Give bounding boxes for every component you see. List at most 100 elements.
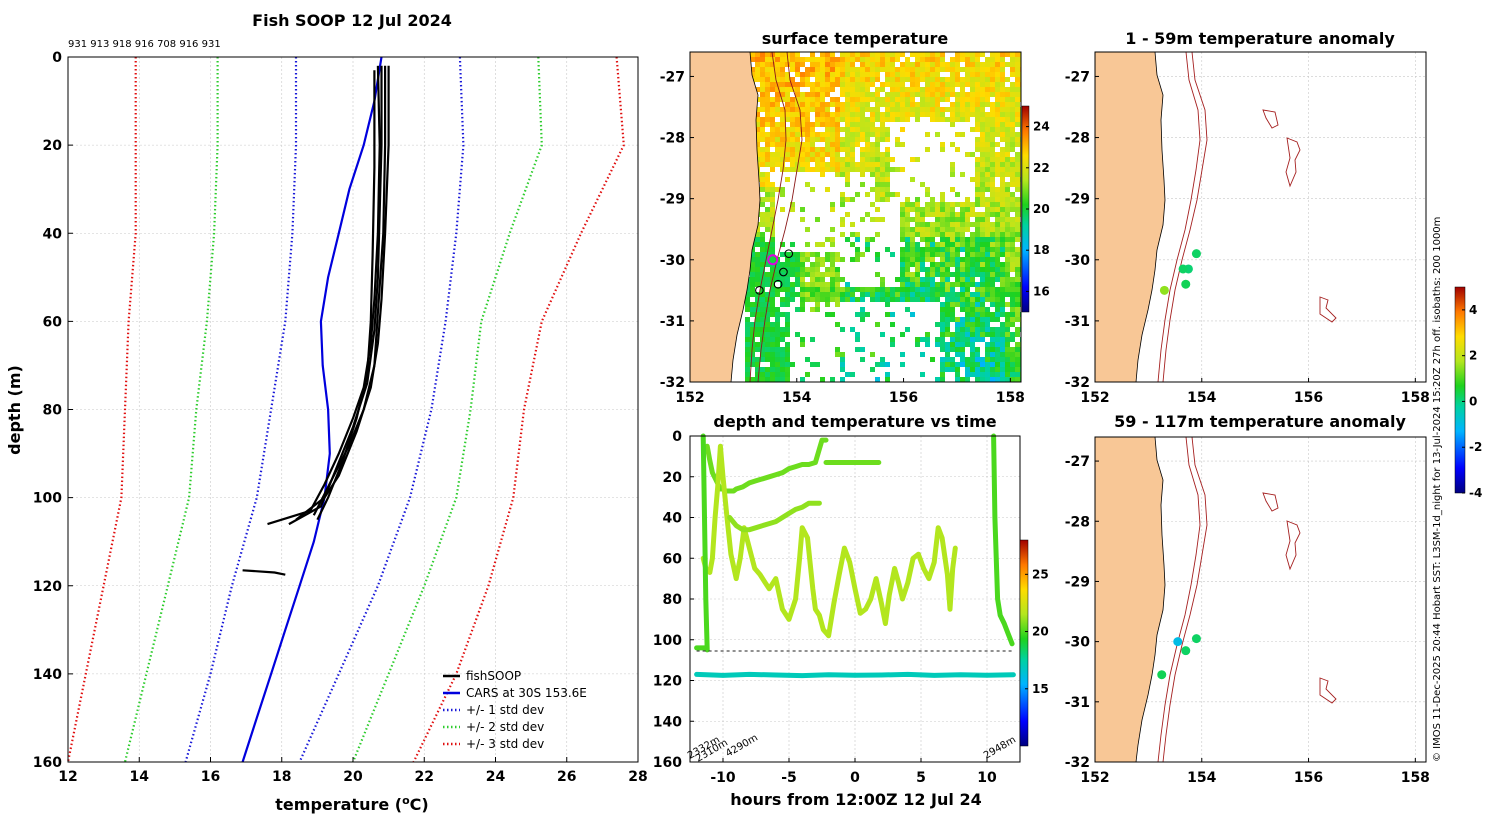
sst-cell [780, 117, 785, 122]
anomaly-point [1181, 279, 1191, 289]
sst-cell [910, 262, 915, 267]
sst-cell [840, 147, 845, 152]
sst-cell [1000, 112, 1005, 117]
sst-cell [950, 297, 955, 302]
sst-cell [835, 127, 840, 132]
sst-cell [815, 92, 820, 97]
sst-cell [955, 62, 960, 67]
sst-cell [855, 112, 860, 117]
sst-cell [900, 362, 905, 367]
sst-cell [815, 107, 820, 112]
sst-cell [760, 282, 765, 287]
sst-cell [995, 357, 1000, 362]
sst-cell [885, 102, 890, 107]
sst-cell [870, 72, 875, 77]
sst-cell [895, 107, 900, 112]
sst-cell [840, 352, 845, 357]
sst-cell [945, 217, 950, 222]
sst-cell [1010, 312, 1015, 317]
sst-cell [1005, 337, 1010, 342]
sst-cell [975, 252, 980, 257]
sst-cell [765, 212, 770, 217]
sst-cell [900, 262, 905, 267]
sst-cell [1015, 182, 1020, 187]
x-tick-label: -10 [710, 770, 736, 786]
sst-cell [840, 87, 845, 92]
sst-cell [980, 297, 985, 302]
sst-cell [955, 237, 960, 242]
sst-cell [775, 292, 780, 297]
map-y-label: -32 [660, 375, 685, 391]
sst-cell [985, 217, 990, 222]
sst-cell [755, 122, 760, 127]
sst-cell [865, 292, 870, 297]
sst-cell [990, 302, 995, 307]
sst-cell [925, 272, 930, 277]
sst-cell [785, 167, 790, 172]
sst-cell [820, 172, 825, 177]
sst-cell [790, 202, 795, 207]
sst-cell [830, 87, 835, 92]
sst-cell [965, 342, 970, 347]
sst-cell [805, 77, 810, 82]
sst-cell [915, 337, 920, 342]
sst-cell [820, 287, 825, 292]
sst-cell [840, 197, 845, 202]
sst-cell [905, 107, 910, 112]
sst-cell [905, 207, 910, 212]
sst-cell [915, 257, 920, 262]
sst-cell [805, 122, 810, 127]
sst-cell [1015, 87, 1020, 92]
sst-cell [915, 77, 920, 82]
sst-cell [775, 322, 780, 327]
sst-cell [950, 357, 955, 362]
sst-cell [980, 267, 985, 272]
sst-cell [940, 227, 945, 232]
sst-cell [795, 157, 800, 162]
sst-cell [755, 322, 760, 327]
sst-cell [990, 207, 995, 212]
sst-cell [1010, 72, 1015, 77]
sst-cell [760, 62, 765, 67]
sst-cell [955, 347, 960, 352]
sst-cell [1015, 82, 1020, 87]
sst-cell [765, 142, 770, 147]
sst-cell [875, 322, 880, 327]
sst-cell [970, 367, 975, 372]
sst-cell [880, 67, 885, 72]
sst-cell [830, 147, 835, 152]
sst-cell [975, 112, 980, 117]
sst-cell [950, 162, 955, 167]
sst-cell [805, 282, 810, 287]
sst-cell [770, 337, 775, 342]
sst-cell [875, 192, 880, 197]
sst-cell [765, 367, 770, 372]
sst-cell [830, 312, 835, 317]
sst-cell [795, 257, 800, 262]
sst-cell [795, 67, 800, 72]
time-annot-3: 4290m [724, 732, 760, 759]
sst-cell [985, 287, 990, 292]
sst-cell [940, 317, 945, 322]
profile-xlabel: temperature (oC) [275, 794, 428, 815]
sst-cell [980, 137, 985, 142]
sst-cell [940, 222, 945, 227]
sst-cell [830, 267, 835, 272]
sst-cell [940, 217, 945, 222]
sst-cell [940, 267, 945, 272]
sst-cell [960, 247, 965, 252]
sst-cell [760, 97, 765, 102]
anom-lower-isobath-1000 [1162, 437, 1208, 762]
sst-cell [880, 192, 885, 197]
map-y-label: -32 [1065, 375, 1090, 391]
sst-cell [960, 207, 965, 212]
sst-cell [1000, 182, 1005, 187]
sst-cell [1015, 72, 1020, 77]
sst-cell [975, 92, 980, 97]
sst-cell [885, 62, 890, 67]
sst-cell [795, 82, 800, 87]
sst-cell [880, 62, 885, 67]
sst-cell [815, 157, 820, 162]
sst-cell [770, 207, 775, 212]
